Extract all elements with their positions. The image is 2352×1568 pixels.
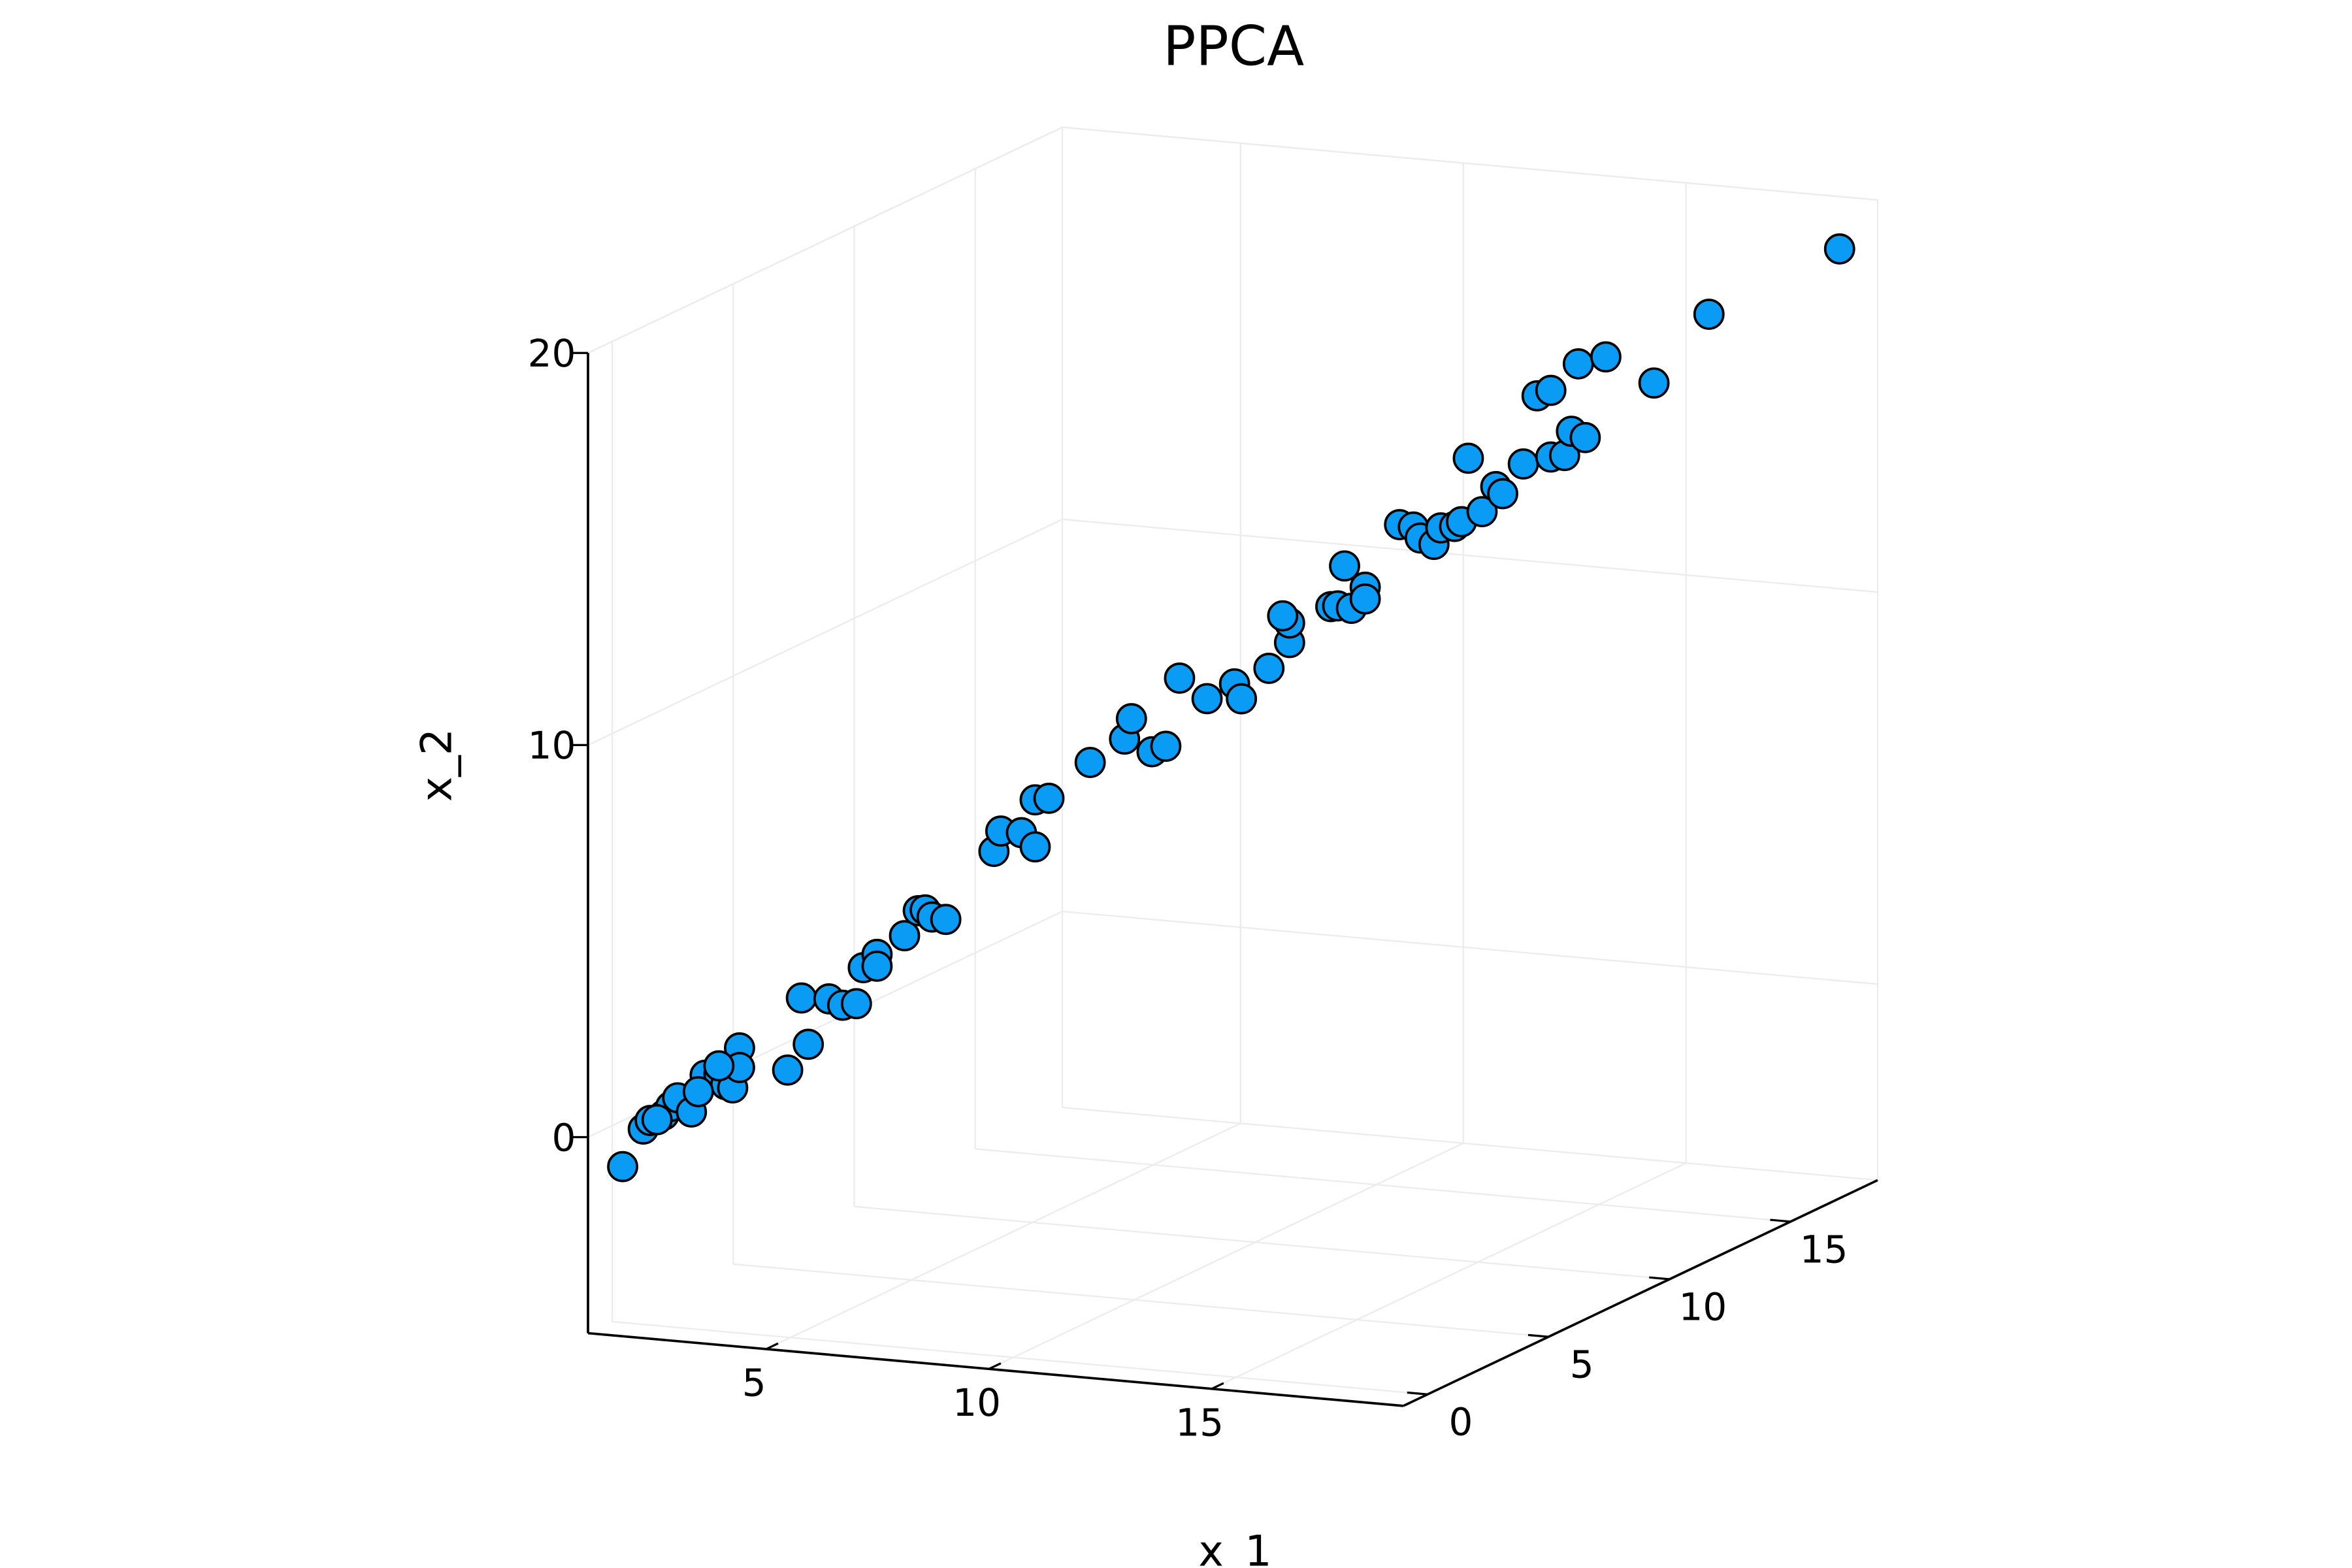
- grid-line: [612, 1320, 1428, 1396]
- point: [1033, 783, 1065, 814]
- point: [1329, 550, 1360, 582]
- grid-line: [1062, 518, 1878, 593]
- grid-frame: [1062, 126, 1878, 201]
- point: [785, 982, 817, 1014]
- point: [1019, 831, 1051, 863]
- point: [1253, 653, 1285, 684]
- point: [1823, 233, 1855, 265]
- z-axis-label: x_2: [412, 728, 461, 802]
- point: [930, 904, 962, 936]
- point: [1349, 583, 1381, 615]
- point: [792, 1028, 825, 1060]
- y-tick-label: 5: [1570, 1343, 1594, 1387]
- point: [703, 1050, 735, 1082]
- x-tick: [766, 1342, 779, 1350]
- grid-line: [1062, 910, 1878, 985]
- point: [1507, 448, 1539, 480]
- point: [1115, 703, 1147, 734]
- grid-line: [733, 1263, 1549, 1338]
- point: [861, 950, 893, 982]
- point: [1535, 374, 1567, 406]
- grid-line: [1211, 1162, 1687, 1390]
- point: [1164, 662, 1196, 694]
- point: [889, 920, 921, 952]
- grid-line: [587, 518, 1063, 746]
- grid-line: [766, 1122, 1241, 1350]
- z-tick-label: 0: [552, 1115, 576, 1160]
- y-tick-label: 0: [1449, 1400, 1473, 1445]
- point: [607, 1151, 638, 1183]
- grid-line: [988, 1142, 1464, 1370]
- point: [1487, 478, 1518, 510]
- y-tick-label: 10: [1679, 1284, 1727, 1329]
- point: [1452, 442, 1484, 474]
- x-axis-label: x_1: [1198, 1527, 1271, 1568]
- point: [1074, 747, 1106, 778]
- x-tick: [988, 1362, 1002, 1370]
- point: [682, 1075, 714, 1107]
- point: [1267, 600, 1299, 632]
- x-tick: [1211, 1382, 1224, 1390]
- grid-frame: [587, 126, 1063, 354]
- x-tick-label: 15: [1175, 1400, 1224, 1445]
- y-tick-label: 15: [1800, 1227, 1848, 1271]
- y-tick: [1527, 1333, 1549, 1338]
- grid-line: [975, 1148, 1791, 1222]
- point: [840, 988, 872, 1020]
- y-tick: [1770, 1218, 1791, 1223]
- grid-frame: [1062, 1106, 1878, 1181]
- point: [1150, 730, 1182, 762]
- point: [1569, 421, 1601, 453]
- point: [641, 1103, 673, 1135]
- point: [1562, 348, 1594, 380]
- x-tick-label: 10: [953, 1380, 1001, 1425]
- point: [1226, 683, 1258, 715]
- z-tick-label: 10: [528, 723, 576, 768]
- grid-line: [854, 1205, 1670, 1281]
- x-tick-label: 5: [742, 1361, 766, 1405]
- chart-title: PPCA: [1163, 14, 1304, 78]
- point: [1466, 496, 1498, 527]
- point: [1638, 367, 1670, 399]
- z-tick-label: 20: [528, 331, 576, 376]
- y-tick: [1649, 1276, 1670, 1281]
- y-axis: [1403, 1179, 1878, 1407]
- point: [1693, 299, 1725, 330]
- point: [772, 1054, 804, 1086]
- y-tick: [1407, 1391, 1428, 1396]
- x-axis: [587, 1331, 1404, 1407]
- point: [1191, 683, 1223, 715]
- point: [1590, 341, 1622, 373]
